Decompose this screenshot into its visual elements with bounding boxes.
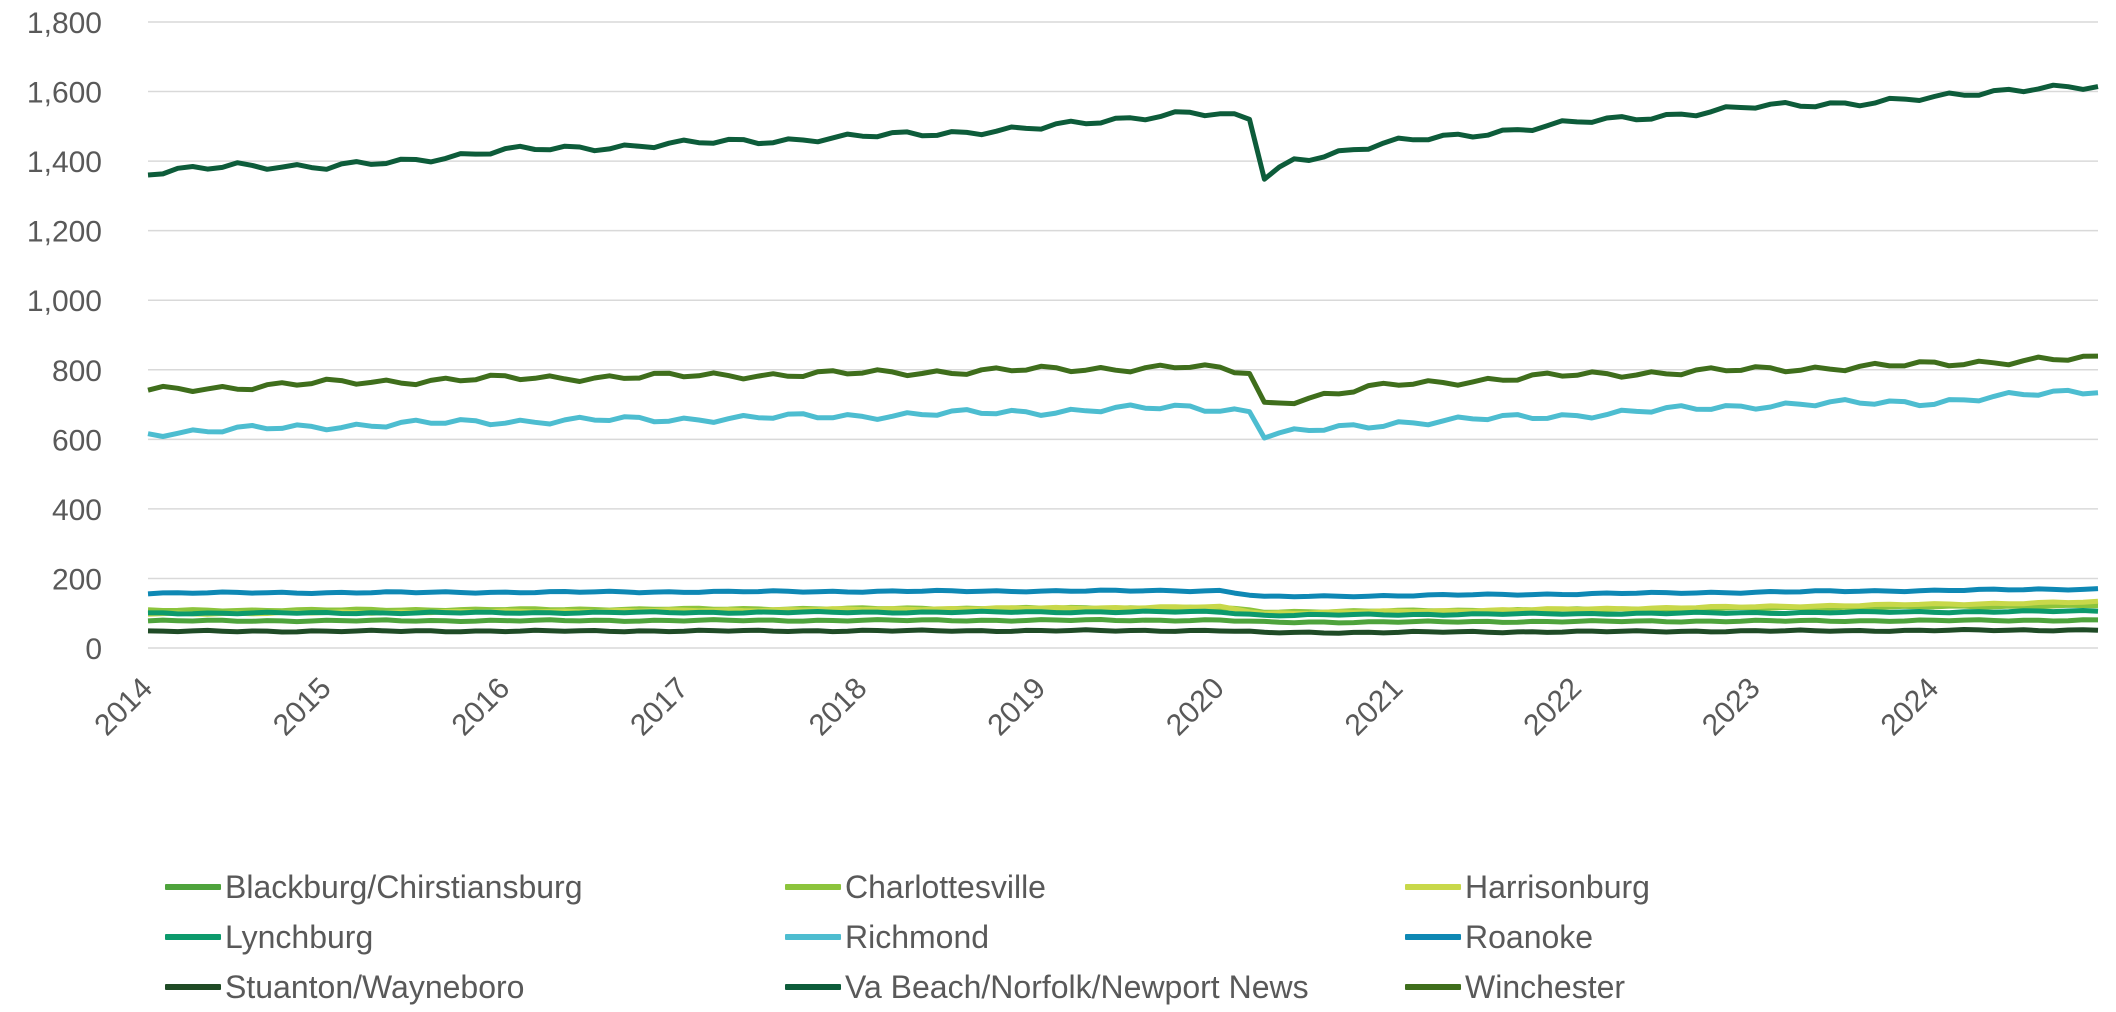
legend-swatch (785, 984, 841, 990)
x-tick-label: 2017 (624, 672, 695, 743)
y-tick-label: 1,800 (27, 7, 102, 40)
legend-item: Lynchburg (165, 912, 785, 962)
series-line-va-beach-norfolk-newport-news (147, 82, 2099, 182)
legend-label: Winchester (1465, 968, 1626, 1005)
y-tick-label: 1,600 (27, 77, 102, 110)
legend-item: Blackburg/Chirstiansburg (165, 862, 785, 912)
legend-label: Lynchburg (225, 918, 374, 955)
legend-item: Richmond (785, 912, 1405, 962)
y-tick-label: 800 (52, 355, 102, 388)
series-line-richmond (147, 387, 2099, 441)
legend-item: Va Beach/Norfolk/Newport News (785, 962, 1405, 1012)
legend-swatch (1405, 984, 1461, 990)
legend-label: Roanoke (1465, 918, 1594, 955)
x-tick-label: 2022 (1517, 672, 1588, 743)
legend-label: Stuanton/Wayneboro (225, 968, 525, 1005)
legend-label: Harrisonburg (1465, 868, 1650, 905)
legend-swatch (1405, 934, 1461, 940)
series-line-lynchburg (148, 608, 2099, 619)
y-tick-label: 0 (85, 633, 102, 666)
line-chart: 0 200 400 600 800 1,000 1,200 1,400 1,600 1,800 20… (27, 7, 2099, 743)
y-tick-label: 400 (52, 494, 102, 527)
x-tick-label: 2023 (1696, 672, 1767, 743)
x-tick-label: 2014 (88, 672, 159, 743)
legend-label: Blackburg/Chirstiansburg (225, 868, 583, 905)
legend-item: Roanoke (1405, 912, 2025, 962)
legend-swatch (165, 884, 221, 890)
y-tick-label: 600 (52, 424, 102, 457)
series-line-roanoke (147, 586, 2099, 600)
legend-swatch (785, 934, 841, 940)
x-tick-label: 2024 (1875, 672, 1946, 743)
series-line-winchester (147, 353, 2099, 407)
y-tick-label: 1,400 (27, 146, 102, 179)
legend-item: Charlottesville (785, 862, 1405, 912)
x-tick-label: 2020 (1160, 672, 1231, 743)
legend-item: Stuanton/Wayneboro (165, 962, 785, 1012)
legend-label: Richmond (845, 918, 990, 955)
legend-swatch (785, 884, 841, 890)
x-tick-label: 2021 (1339, 672, 1410, 743)
legend-label: Charlottesville (845, 868, 1046, 905)
x-tick-label: 2018 (803, 672, 874, 743)
legend-swatch (165, 934, 221, 940)
x-tick-label: 2015 (267, 672, 338, 743)
legend-item: Harrisonburg (1405, 862, 2025, 912)
legend-label: Va Beach/Norfolk/Newport News (845, 968, 1309, 1005)
series-line-blackburg-chirstiansburg (147, 617, 2099, 626)
y-tick-label: 1,200 (27, 216, 102, 249)
legend-swatch (165, 984, 221, 990)
y-tick-label: 1,000 (27, 285, 102, 318)
series-line-stuanton-wayneboro (147, 627, 2099, 636)
x-tick-label: 2016 (446, 672, 517, 743)
chart-legend: Blackburg/Chirstiansburg Charlottesville H… (165, 862, 2065, 1012)
x-tick-label: 2019 (982, 672, 1053, 743)
legend-swatch (1405, 884, 1461, 890)
y-tick-label: 200 (52, 563, 102, 596)
legend-item: Winchester (1405, 962, 2025, 1012)
